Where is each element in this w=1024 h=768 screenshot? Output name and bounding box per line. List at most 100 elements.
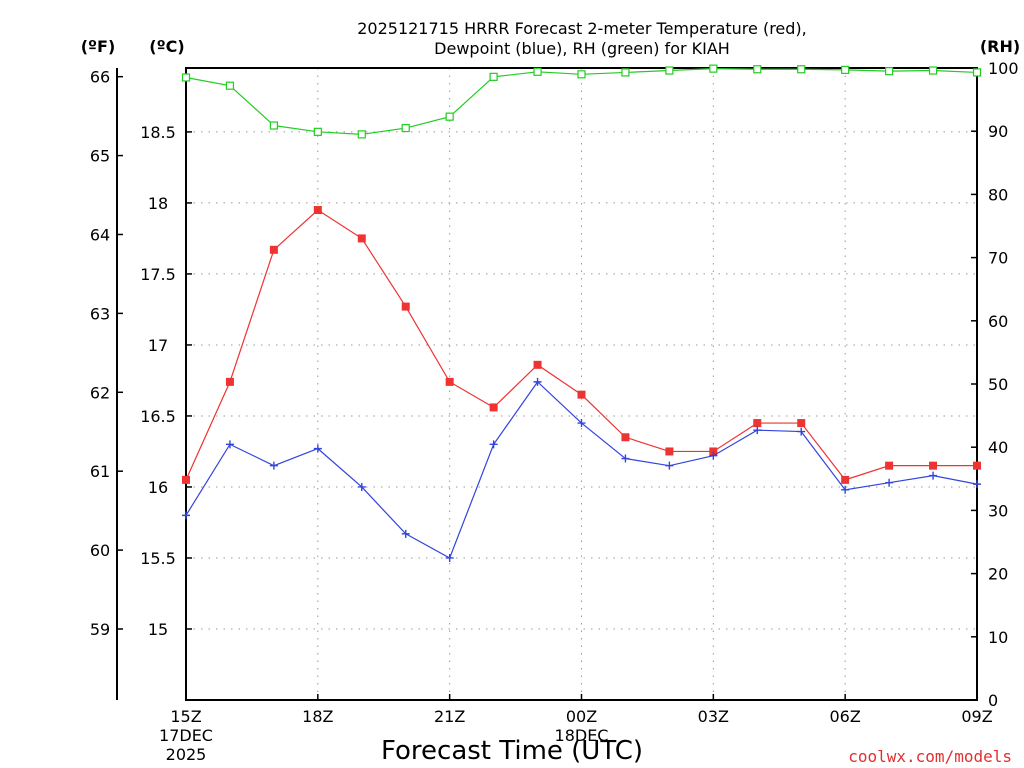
- rh-point: [577, 70, 586, 79]
- dewpoint-point: [929, 471, 938, 480]
- temperature-point: [973, 461, 981, 470]
- dewpoint-point: [357, 482, 366, 491]
- x-tick-label: 06Z: [830, 707, 861, 726]
- rh-point: [665, 66, 674, 75]
- x-tick-year-label: 2025: [166, 745, 207, 764]
- x-tick-label: 09Z: [961, 707, 992, 726]
- rh-point: [972, 68, 982, 77]
- fahrenheit-unit-label: (ºF): [81, 37, 116, 56]
- fahrenheit-tick-label: 61: [90, 462, 110, 481]
- x-tick-label: 21Z: [434, 707, 465, 726]
- temperature-point: [533, 360, 542, 369]
- rh-point: [797, 65, 806, 74]
- rh-point: [621, 68, 630, 77]
- dewpoint-point: [665, 461, 674, 470]
- chart-title-line2: Dewpoint (blue), RH (green) for KIAH: [434, 39, 730, 58]
- dewpoint-series: [182, 377, 981, 562]
- celsius-tick-label: 16: [148, 478, 168, 497]
- dewpoint-point: [401, 529, 410, 538]
- rh-tick-label: 40: [988, 438, 1008, 457]
- rh-tick-label: 20: [988, 565, 1008, 584]
- dewpoint-point: [533, 377, 542, 386]
- tick-labels: 59 60 61 62 63 64 65 66 15 15.5 16 16.5 17 17.5 18 18.5…: [90, 59, 1019, 764]
- temperature-point: [709, 447, 718, 456]
- temperature-series: [182, 206, 981, 484]
- rh-point: [489, 72, 498, 81]
- rh-tick-label: 0: [988, 691, 998, 710]
- dewpoint-point: [489, 440, 498, 449]
- temperature-point: [929, 461, 938, 470]
- rh-tick-label: 60: [988, 312, 1008, 331]
- temperature-point: [621, 433, 630, 442]
- rh-point: [269, 121, 278, 130]
- rh-point: [401, 123, 410, 133]
- rh-point: [445, 112, 454, 121]
- dewpoint-point: [973, 480, 981, 489]
- rh-tick-label: 90: [988, 122, 1008, 141]
- rh-point: [753, 65, 762, 74]
- rh-point: [885, 67, 894, 76]
- rh-line: [185, 68, 978, 135]
- x-tick-date-label: 18DEC: [555, 726, 609, 745]
- fahrenheit-tick-label: 62: [90, 383, 110, 402]
- temperature-point: [269, 245, 278, 254]
- temperature-point: [489, 403, 498, 412]
- celsius-unit-label: (ºC): [149, 37, 184, 56]
- rh-tick-label: 70: [988, 249, 1008, 268]
- rh-point: [928, 66, 938, 75]
- dewpoint-point: [182, 511, 190, 520]
- temperature-point: [885, 461, 894, 470]
- axes: [116, 67, 978, 701]
- x-tick-label: 18Z: [302, 707, 333, 726]
- rh-point: [709, 64, 718, 73]
- rh-tick-label: 10: [988, 628, 1008, 647]
- celsius-tick-label: 15.5: [140, 549, 176, 568]
- temperature-point: [797, 419, 806, 428]
- dewpoint-point: [313, 444, 322, 453]
- x-tick-date-label: 17DEC: [159, 726, 213, 745]
- rh-point: [841, 65, 850, 74]
- temperature-point: [665, 447, 674, 456]
- dewpoint-point: [709, 451, 718, 460]
- rh-tick-label: 50: [988, 375, 1008, 394]
- dewpoint-point: [225, 440, 234, 449]
- fahrenheit-tick-label: 64: [90, 225, 110, 244]
- rh-point: [313, 127, 322, 136]
- x-tick-label: 03Z: [698, 707, 729, 726]
- chart-title-line1: 2025121715 HRRR Forecast 2-meter Tempera…: [357, 19, 807, 38]
- temperature-point: [225, 377, 234, 386]
- x-axis-title: Forecast Time (UTC): [381, 736, 643, 766]
- rh-point: [357, 130, 366, 139]
- celsius-tick-label: 16.5: [140, 407, 176, 426]
- temperature-point: [182, 475, 190, 484]
- data-series: [181, 64, 982, 562]
- rh-point: [181, 73, 191, 82]
- temperature-point: [753, 419, 762, 428]
- fahrenheit-tick-label: 65: [90, 147, 110, 166]
- fahrenheit-tick-label: 59: [90, 620, 110, 639]
- rh-tick-label: 100: [988, 59, 1019, 78]
- fahrenheit-tick-label: 66: [90, 68, 110, 87]
- fahrenheit-tick-label: 60: [90, 541, 110, 560]
- dewpoint-point: [445, 553, 454, 562]
- dewpoint-point: [577, 419, 586, 428]
- celsius-tick-label: 17: [148, 336, 168, 355]
- temperature-point: [577, 390, 586, 399]
- dewpoint-line: [185, 380, 978, 559]
- temperature-point: [401, 302, 410, 311]
- temperature-point: [841, 475, 850, 484]
- temperature-point: [357, 234, 366, 243]
- dewpoint-point: [753, 426, 762, 435]
- celsius-tick-label: 15: [148, 620, 168, 639]
- celsius-tick-label: 17.5: [140, 265, 176, 284]
- dewpoint-point: [797, 427, 806, 436]
- x-tick-label: 15Z: [170, 707, 201, 726]
- temperature-point: [313, 206, 322, 215]
- temperature-line: [185, 209, 977, 481]
- celsius-tick-label: 18.5: [140, 123, 176, 142]
- rh-tick-label: 80: [988, 185, 1008, 204]
- temperature-point: [445, 377, 454, 386]
- rh-point: [225, 81, 235, 90]
- rh-point: [533, 67, 542, 76]
